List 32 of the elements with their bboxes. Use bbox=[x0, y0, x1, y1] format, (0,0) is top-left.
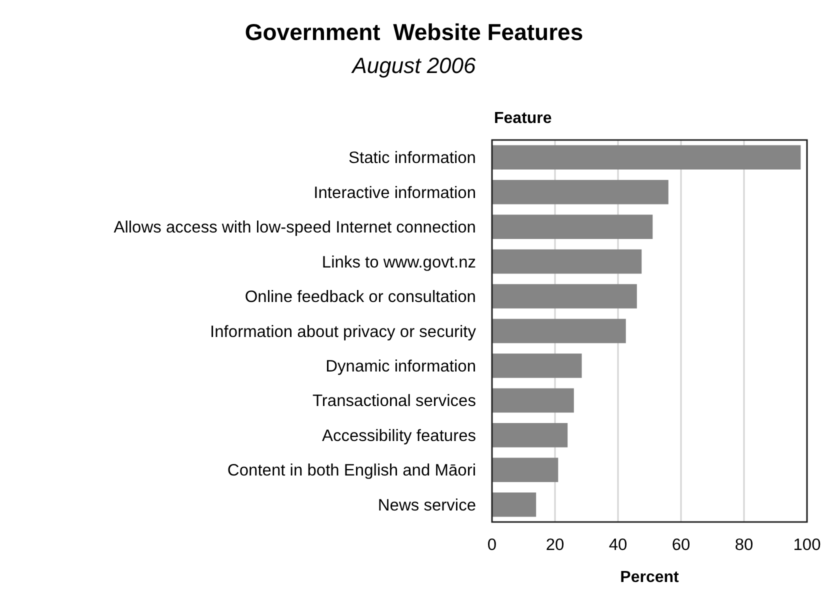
bar bbox=[492, 318, 626, 344]
bar bbox=[492, 423, 568, 448]
y-tick-label: Information about privacy or security bbox=[210, 322, 477, 341]
bar bbox=[492, 214, 653, 239]
x-tick-label: 40 bbox=[608, 536, 628, 554]
x-tick-label: 60 bbox=[672, 536, 690, 554]
x-tick-label: 100 bbox=[793, 536, 821, 554]
bar bbox=[492, 180, 668, 204]
y-tick-label: Online feedback or consultation bbox=[244, 288, 476, 306]
y-tick-label: Accessibility features bbox=[322, 426, 476, 445]
y-axis-title: Feature bbox=[494, 110, 552, 127]
y-tick-label: Transactional services bbox=[312, 392, 476, 410]
x-axis-title: Percent bbox=[620, 569, 680, 586]
y-tick-label: Dynamic information bbox=[326, 358, 476, 376]
y-tick-label: News service bbox=[378, 496, 476, 514]
y-tick-label: Interactive information bbox=[314, 184, 476, 202]
y-tick-label: Content in both English and Māori bbox=[227, 462, 476, 480]
chart-subtitle: August 2006 bbox=[350, 53, 477, 78]
x-tick-label: 80 bbox=[734, 536, 754, 554]
y-tick-label: Allows access with low-speed Internet connection bbox=[114, 218, 476, 237]
bar bbox=[492, 249, 642, 274]
bar bbox=[492, 354, 582, 378]
x-tick-label: 20 bbox=[546, 536, 564, 554]
chart-title: Government Website Features bbox=[244, 19, 584, 45]
bar bbox=[492, 458, 558, 482]
bar bbox=[492, 388, 574, 413]
bar bbox=[492, 145, 801, 170]
bar bbox=[492, 492, 536, 517]
x-tick-label: 0 bbox=[487, 536, 497, 554]
y-tick-label: Static information bbox=[348, 149, 476, 168]
bar bbox=[492, 284, 637, 308]
y-tick-label: Links to www.govt.nz bbox=[322, 253, 476, 272]
